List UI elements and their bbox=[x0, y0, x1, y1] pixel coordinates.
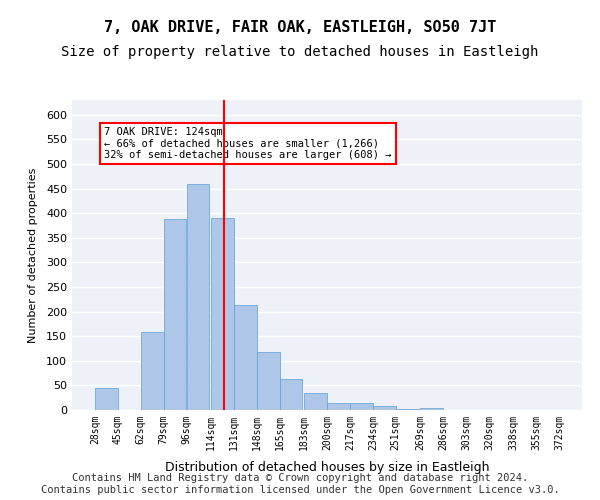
Bar bbox=[421, 408, 443, 410]
Bar bbox=[304, 393, 327, 410]
Bar bbox=[164, 219, 187, 410]
Bar bbox=[396, 408, 419, 410]
Bar bbox=[141, 332, 164, 410]
Bar bbox=[280, 379, 302, 410]
Bar bbox=[95, 388, 118, 410]
Text: 7 OAK DRIVE: 124sqm
← 66% of detached houses are smaller (1,266)
32% of semi-det: 7 OAK DRIVE: 124sqm ← 66% of detached ho… bbox=[104, 127, 392, 160]
Bar bbox=[327, 402, 350, 410]
Text: 7, OAK DRIVE, FAIR OAK, EASTLEIGH, SO50 7JT: 7, OAK DRIVE, FAIR OAK, EASTLEIGH, SO50 … bbox=[104, 20, 496, 35]
Text: Size of property relative to detached houses in Eastleigh: Size of property relative to detached ho… bbox=[61, 45, 539, 59]
Bar bbox=[187, 184, 209, 410]
Bar bbox=[350, 402, 373, 410]
Bar bbox=[257, 352, 280, 410]
Text: Contains HM Land Registry data © Crown copyright and database right 2024.
Contai: Contains HM Land Registry data © Crown c… bbox=[41, 474, 559, 495]
Y-axis label: Number of detached properties: Number of detached properties bbox=[28, 168, 38, 342]
Bar bbox=[373, 406, 395, 410]
X-axis label: Distribution of detached houses by size in Eastleigh: Distribution of detached houses by size … bbox=[165, 461, 489, 474]
Bar bbox=[234, 305, 257, 410]
Bar bbox=[211, 218, 233, 410]
